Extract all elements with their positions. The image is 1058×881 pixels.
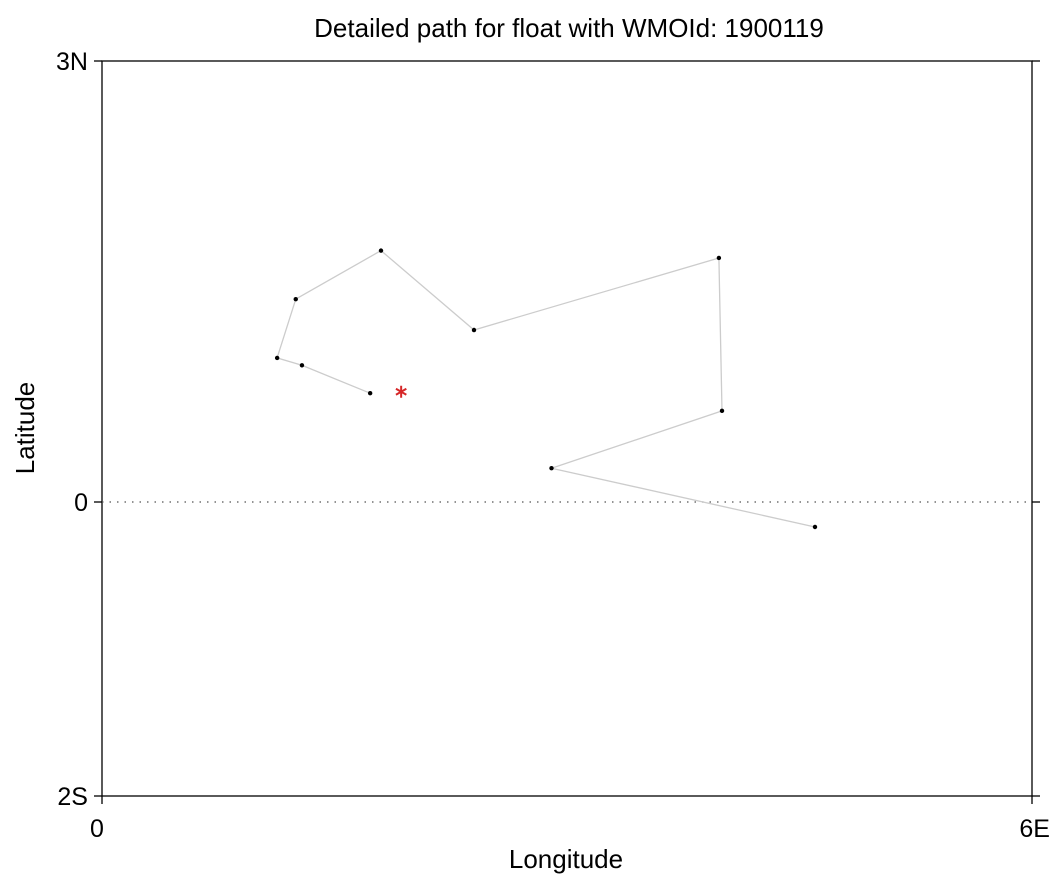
float-position-point — [293, 296, 298, 302]
float-position-point — [549, 465, 554, 471]
float-position-point — [812, 524, 818, 530]
y-tick-label: 2S — [57, 783, 88, 811]
float-position-point — [378, 248, 384, 253]
float-position-point — [299, 363, 305, 368]
y-tick-label: 3N — [56, 48, 88, 76]
asterisk-stroke — [395, 387, 407, 396]
y-axis-title: Latitude — [10, 382, 40, 475]
float-position-point — [716, 255, 722, 261]
float-position-point — [274, 355, 280, 361]
chart-title: Detailed path for float with WMOId: 1900… — [314, 13, 824, 43]
point-layer — [274, 248, 818, 530]
float-position-point — [367, 391, 373, 396]
float-position-point — [471, 327, 477, 333]
marker-layer — [395, 385, 407, 398]
float-track-line — [276, 249, 816, 528]
plot-border — [101, 60, 1033, 797]
float-position-point — [719, 408, 725, 414]
latest-position-asterisk — [395, 385, 407, 398]
x-axis-title: Longitude — [509, 844, 623, 874]
y-tick-label: 0 — [74, 489, 88, 517]
x-tick-label: 6E — [1019, 815, 1050, 843]
plot-frame — [101, 60, 1033, 797]
track-layer — [276, 249, 816, 528]
x-tick-label: 0 — [90, 815, 104, 843]
